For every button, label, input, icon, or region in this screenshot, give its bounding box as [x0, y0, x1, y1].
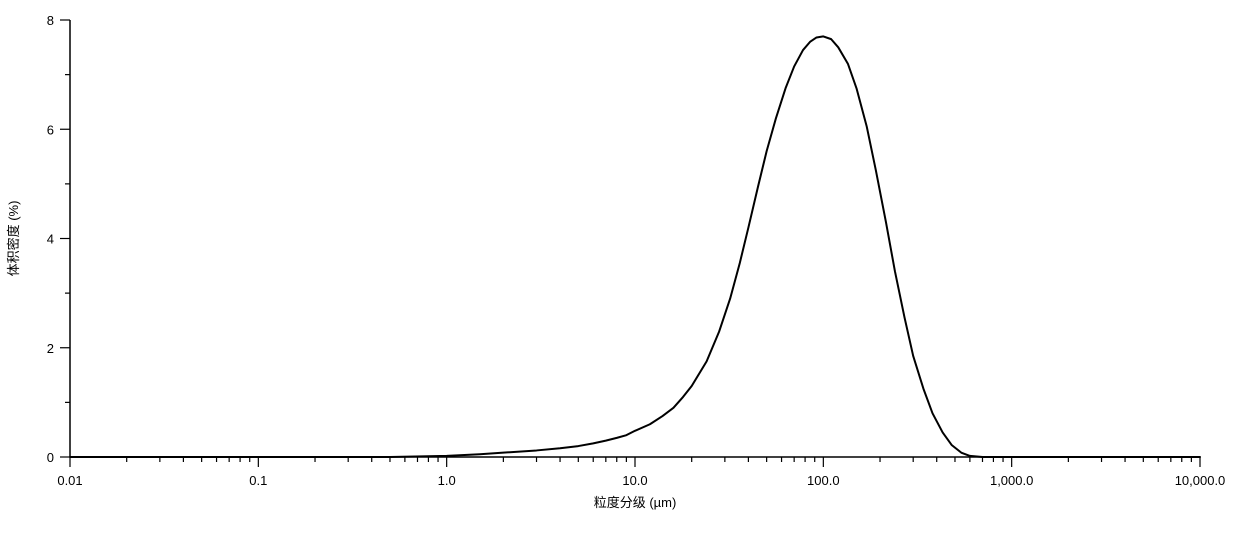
svg-text:2: 2 [47, 341, 54, 356]
particle-size-distribution-chart: 0 2 4 6 8 体积密度 (%) 0.01 0.1 1.0 10.0 100.0 1,000.0 1… [0, 0, 1240, 537]
svg-text:1.0: 1.0 [438, 473, 456, 488]
svg-text:粒度分级 (µm): 粒度分级 (µm) [594, 495, 677, 510]
svg-text:体积密度 (%): 体积密度 (%) [6, 201, 21, 277]
svg-text:0.1: 0.1 [249, 473, 267, 488]
svg-text:10.0: 10.0 [622, 473, 647, 488]
svg-text:1,000.0: 1,000.0 [990, 473, 1033, 488]
svg-text:100.0: 100.0 [807, 473, 840, 488]
svg-text:10,000.0: 10,000.0 [1175, 473, 1226, 488]
svg-text:8: 8 [47, 13, 54, 28]
chart-canvas: 0 2 4 6 8 体积密度 (%) 0.01 0.1 1.0 10.0 100.0 1,000.0 1… [0, 0, 1240, 537]
svg-text:0: 0 [47, 450, 54, 465]
svg-text:0.01: 0.01 [57, 473, 82, 488]
svg-text:4: 4 [47, 232, 54, 247]
svg-text:6: 6 [47, 122, 54, 137]
